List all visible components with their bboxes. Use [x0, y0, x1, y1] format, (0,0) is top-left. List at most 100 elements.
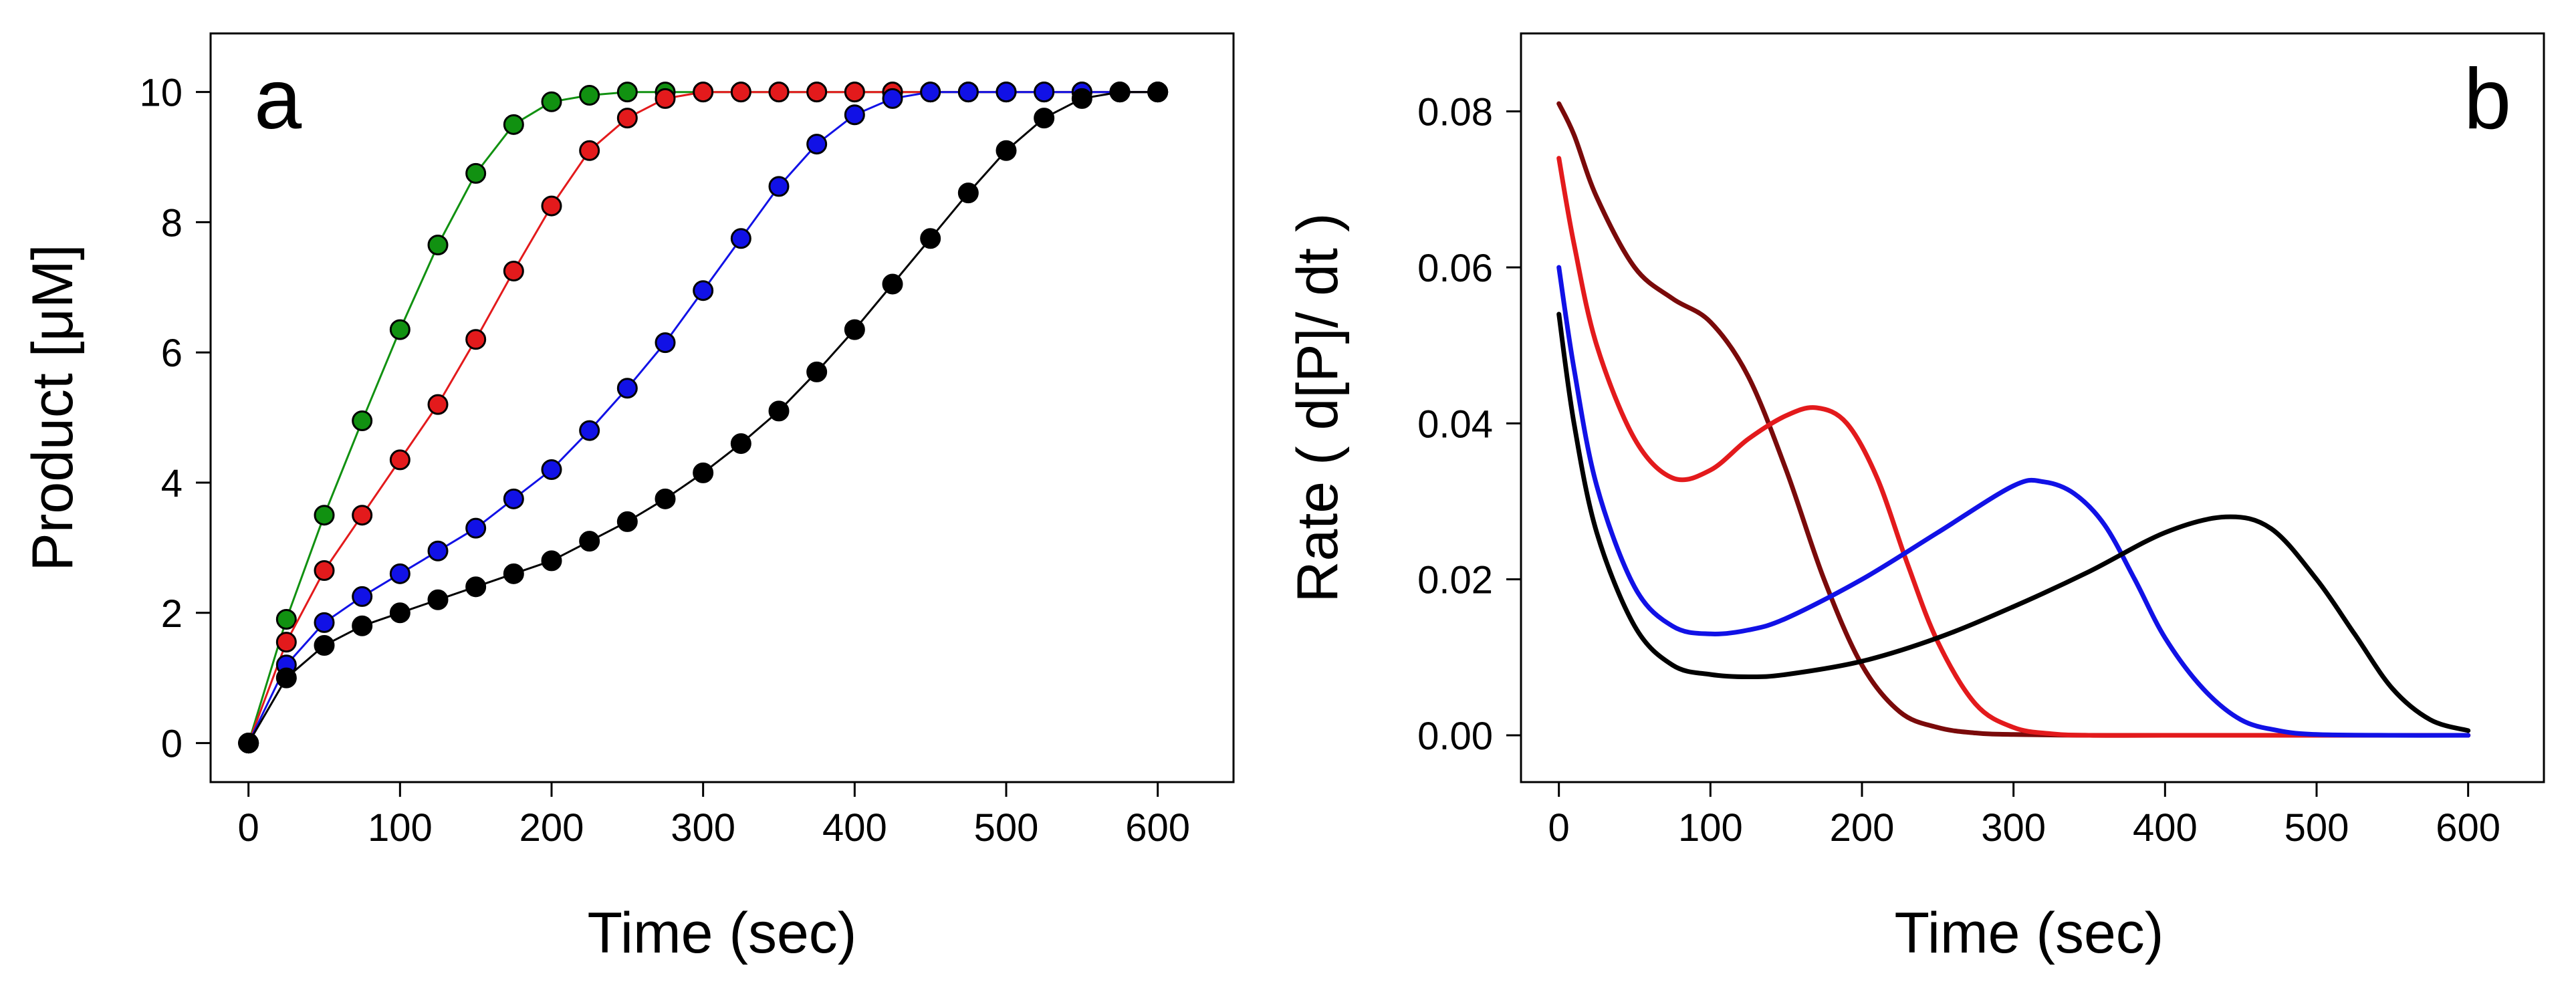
series-black-point	[352, 615, 373, 636]
panel-b-x-tick-label: 100	[1678, 806, 1743, 850]
series-black-point	[996, 140, 1017, 161]
series-red-point	[465, 329, 487, 350]
series-blue-point	[427, 540, 449, 562]
panel-a-y-tick-label: 2	[161, 592, 183, 636]
series-black-point	[238, 733, 259, 754]
panel-a-x-tick-label: 200	[519, 806, 584, 850]
panel-b-y-tick-label: 0.02	[1417, 559, 1493, 602]
series-blue-point	[579, 420, 600, 441]
series-blue-point	[1034, 82, 1055, 103]
series-black-point	[541, 550, 562, 572]
series-black-point	[616, 511, 638, 532]
panel-a-x-axis-title: Time (sec)	[588, 901, 857, 965]
series-black-point	[693, 462, 714, 483]
series-blue-point	[693, 280, 714, 301]
panel-a-y-tick-label: 10	[139, 72, 183, 115]
panel-a-x-tick-label: 300	[671, 806, 735, 850]
series-blue-point	[503, 488, 524, 509]
series-blue-point	[844, 104, 865, 126]
panel-a-y-tick-label: 4	[161, 462, 183, 505]
panel-a-x-tick-label: 0	[238, 806, 259, 850]
panel-b-x-tick-label: 600	[2436, 806, 2500, 850]
series-blue-point	[616, 378, 638, 399]
panel-b-y-axis-title: Rate ( d[P]/ dt )	[1286, 213, 1350, 602]
series-red-point	[693, 82, 714, 103]
panel-b-y-tick-label: 0.00	[1417, 715, 1493, 758]
panel-b-x-axis-title: Time (sec)	[1895, 901, 2164, 965]
series-green-point	[503, 114, 524, 135]
series-blue-line	[1556, 265, 2471, 738]
panel-a-frame	[209, 32, 1235, 783]
panel-b-ticks: 0 100 200 300 400 500 600 0.00 0.02 0.04 0.06 0.08	[1417, 91, 2500, 850]
series-green-point	[352, 410, 373, 431]
panel-b-x-tick-label: 300	[1981, 806, 2046, 850]
panel-b-series	[1556, 101, 2471, 738]
series-green-point	[314, 505, 335, 526]
series-black-point	[655, 488, 676, 509]
series-black-point	[465, 576, 487, 598]
panel-b-x-tick-label: 400	[2133, 806, 2198, 850]
panel-a-series	[238, 82, 1169, 754]
series-green-point	[389, 319, 411, 340]
series-blue-point	[465, 517, 487, 539]
series-blue-point	[352, 586, 373, 607]
series-black-point	[275, 667, 297, 689]
series-green-point	[579, 85, 600, 106]
series-black-point	[389, 602, 411, 624]
panel-a-x-tick-label: 500	[974, 806, 1039, 850]
panel-b-x-tick-label: 0	[1548, 806, 1570, 850]
series-black-point	[882, 273, 903, 295]
series-black-point	[1109, 82, 1131, 103]
series-black-point	[1147, 82, 1169, 103]
series-blue-point	[389, 563, 411, 584]
panel-a-letter: a	[254, 51, 302, 147]
panel-a-x-tick-label: 100	[368, 806, 433, 850]
series-red-point	[541, 195, 562, 217]
series-blue-point	[920, 82, 941, 103]
panel-a-x-tick-label: 400	[822, 806, 887, 850]
panel-a-x-tick-label: 600	[1125, 806, 1190, 850]
series-black-point	[957, 182, 979, 204]
series-red-point	[655, 88, 676, 109]
panel-b-x-tick-label: 200	[1830, 806, 1895, 850]
panel-b-y-tick-label: 0.04	[1417, 402, 1493, 446]
series-black-point	[806, 361, 828, 382]
panel-a-y-tick-label: 8	[161, 201, 183, 245]
panel-b-letter: b	[2464, 51, 2511, 147]
series-blue-point	[768, 176, 790, 197]
series-blue-point	[730, 228, 751, 249]
series-black-point	[1071, 88, 1092, 109]
series-red-point	[427, 394, 449, 415]
series-black-point	[920, 228, 941, 249]
series-black-point	[730, 433, 751, 455]
panel-b: 0 100 200 300 400 500 6000.000.020.040.060.08 …	[1286, 32, 2545, 965]
series-black-point	[579, 531, 600, 552]
series-green-point	[427, 235, 449, 256]
series-black-point	[314, 634, 335, 656]
series-red-point	[352, 505, 373, 526]
series-red-point	[806, 82, 828, 103]
series-red-point	[314, 560, 335, 581]
series-green-point	[616, 82, 638, 103]
series-black-line	[1556, 312, 2471, 733]
series-green-point	[541, 91, 562, 112]
series-red-point	[730, 82, 751, 103]
series-blue-point	[541, 459, 562, 481]
series-red-point	[844, 82, 865, 103]
panel-a-y-axis-title: Product [μM]	[21, 244, 85, 571]
series-red-point	[768, 82, 790, 103]
panel-b-frame	[1520, 32, 2545, 783]
series-green-point	[275, 609, 297, 630]
series-red-point	[579, 140, 600, 161]
panel-b-y-tick-label: 0.06	[1417, 247, 1493, 290]
series-black-point	[427, 589, 449, 610]
panel-b-x-tick-label: 500	[2285, 806, 2349, 850]
series-black-point	[1034, 108, 1055, 129]
series-red-point	[503, 260, 524, 281]
series-black-point	[768, 400, 790, 422]
panel-a-ticks: 0 100 200 300 400 500 600 0 2 4 6 8 10	[139, 72, 1190, 850]
series-red-point	[616, 108, 638, 129]
series-green-point	[465, 162, 487, 184]
